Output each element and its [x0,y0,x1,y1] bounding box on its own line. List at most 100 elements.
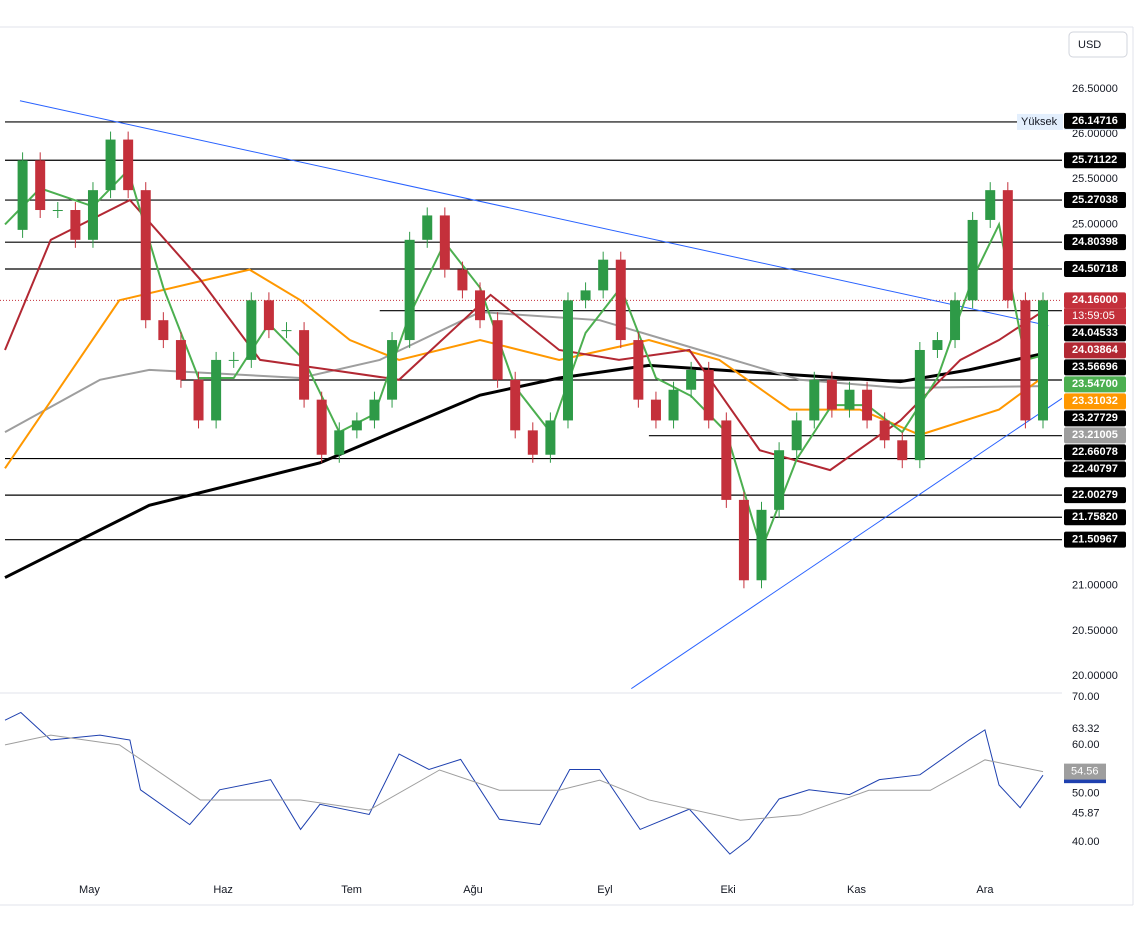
candle-body [87,190,98,240]
price-label-box [1064,531,1126,548]
candle-body [580,290,591,301]
candle-body [70,210,81,240]
candle-body [826,379,837,410]
candle-body [52,210,63,212]
candle-body [1020,300,1031,421]
candle-body [844,389,855,410]
price-label-box [1064,376,1126,393]
candle-body [510,379,521,431]
candle-body [914,349,925,461]
candle-body [1038,300,1048,421]
y-tick-label: 26.50000 [1072,83,1118,95]
moving-average [4,168,1044,553]
y-tick-label: 25.00000 [1072,218,1118,230]
x-tick-label: Ağu [463,884,483,896]
price-label: 23.27729 [1072,412,1118,424]
candle-body [545,420,556,455]
rsi-tick-label: 45.87 [1072,808,1100,820]
trendline [631,397,1062,690]
candle-body [492,320,503,380]
price-label-box [1064,487,1126,504]
rsi-line [4,711,1044,855]
candle-body [686,369,697,390]
candle-body [527,430,538,455]
rsi-value-box [1064,763,1106,780]
candle-body [123,139,134,191]
candle-body [404,239,415,341]
candle-body [158,320,169,341]
price-label-box [1064,461,1126,478]
price-label: 22.66078 [1072,446,1118,458]
price-label-box [1064,410,1126,427]
price-label-box [1064,234,1126,251]
y-tick-label: 25.50000 [1072,173,1118,185]
y-tick-label: 20.50000 [1072,625,1118,637]
price-label: 22.00279 [1072,489,1118,501]
candle-body [281,330,292,332]
countdown-box [1064,308,1126,325]
candle-body [457,269,468,291]
candle-body [175,340,186,380]
candle-body [105,139,116,191]
axis-labels: 26.50000 26.00000 25.50000 25.00000 21.00000… [79,83,1126,896]
price-pane [0,100,1062,690]
candle-body [932,340,943,350]
price-label: 26.14716 [1072,115,1118,127]
price-label-box [1064,112,1126,129]
currency-button[interactable] [1068,31,1128,58]
price-label: 24.80398 [1072,236,1118,248]
price-label: 21.75820 [1072,511,1118,523]
moving-average [4,352,1044,579]
candle-body [140,190,151,321]
x-tick-label: Eki [720,884,735,896]
moving-average [4,268,1044,469]
countdown: 13:59:05 [1072,310,1115,322]
price-label: 24.16000 [1072,294,1118,306]
rsi-value: 54.56 [1071,766,1099,778]
candle-body [862,389,873,421]
candle-body [774,450,785,510]
x-tick-label: Tem [341,884,362,896]
y-tick-label: 26.00000 [1072,128,1118,140]
candle-body [633,340,644,400]
candle-body [211,359,222,421]
price-label-box [1064,444,1126,461]
candle-body [791,420,802,451]
price-label-box [1064,260,1126,277]
price-label-box [1064,192,1126,209]
price-label: 21.50967 [1072,534,1118,546]
candle-body [475,290,486,321]
price-label-box [1064,325,1126,342]
price-label: 22.40797 [1072,463,1118,475]
price-label: 24.04533 [1072,327,1118,339]
rsi-tick-label: 60.00 [1072,739,1100,751]
price-label: 24.50718 [1072,263,1118,275]
x-tick-label: May [79,884,100,896]
candle-body [334,430,345,455]
candle-body [369,399,380,421]
price-label: 23.54700 [1072,378,1118,390]
candle-body [668,389,679,421]
price-label: 23.31032 [1072,395,1118,407]
candle-body [387,340,398,400]
y-tick-label: 20.00000 [1072,670,1118,682]
x-tick-label: Kas [847,884,866,896]
candle-body [316,399,327,455]
candle-body [351,420,362,431]
price-label-box [1064,342,1126,359]
price-label: 23.21005 [1072,429,1118,441]
x-tick-label: Haz [213,884,233,896]
candle-body [422,215,433,240]
candle-body [228,359,239,361]
rsi-line [4,734,1044,821]
candle-body [35,160,46,211]
price-label: 25.27038 [1072,194,1118,206]
candle-body [721,420,732,500]
price-label-box [1064,509,1126,526]
y-tick-label: 21.00000 [1072,580,1118,592]
price-label-box [1064,427,1126,444]
candle-body [1002,190,1013,301]
x-tick-label: Ara [976,884,994,896]
